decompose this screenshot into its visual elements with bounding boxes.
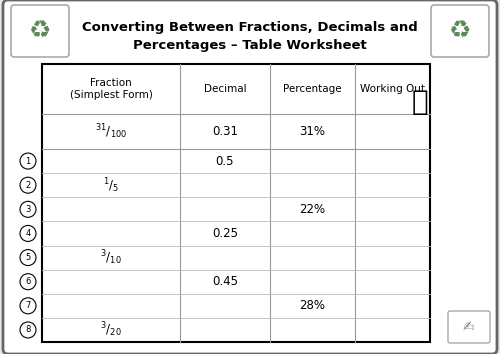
Text: 5: 5 <box>26 253 30 262</box>
Text: Working Out: Working Out <box>360 84 425 94</box>
Bar <box>42 64 430 342</box>
Text: 8: 8 <box>26 325 30 335</box>
FancyBboxPatch shape <box>431 5 489 57</box>
FancyBboxPatch shape <box>448 311 490 343</box>
Text: 0.45: 0.45 <box>212 275 238 288</box>
Text: Decimal: Decimal <box>204 84 246 94</box>
Text: Converting Between Fractions, Decimals and
Percentages – Table Worksheet: Converting Between Fractions, Decimals a… <box>82 21 418 51</box>
FancyBboxPatch shape <box>3 0 497 354</box>
Text: ♻: ♻ <box>449 19 471 43</box>
Text: Fraction
(Simplest Form): Fraction (Simplest Form) <box>70 78 152 100</box>
Text: 28%: 28% <box>300 299 326 312</box>
Text: 🤔: 🤔 <box>412 88 428 116</box>
Text: 7: 7 <box>26 301 30 310</box>
FancyBboxPatch shape <box>11 5 69 57</box>
Text: 4: 4 <box>26 229 30 238</box>
Text: 0.5: 0.5 <box>216 155 234 167</box>
Text: $^{31}/_{100}$: $^{31}/_{100}$ <box>95 122 127 141</box>
Text: 31%: 31% <box>300 125 326 138</box>
Text: $^{3}/_{20}$: $^{3}/_{20}$ <box>100 321 122 339</box>
Text: $^{1}/_{5}$: $^{1}/_{5}$ <box>103 176 119 195</box>
Text: 2: 2 <box>26 181 30 190</box>
Text: $^{3}/_{10}$: $^{3}/_{10}$ <box>100 248 122 267</box>
Text: ♻: ♻ <box>29 19 51 43</box>
Text: Percentage: Percentage <box>283 84 342 94</box>
Text: 1: 1 <box>26 156 30 166</box>
Text: 0.25: 0.25 <box>212 227 238 240</box>
Text: ✍: ✍ <box>463 320 475 334</box>
Text: 6: 6 <box>26 277 30 286</box>
Text: 0.31: 0.31 <box>212 125 238 138</box>
Text: 22%: 22% <box>300 203 326 216</box>
Text: 3: 3 <box>26 205 30 214</box>
